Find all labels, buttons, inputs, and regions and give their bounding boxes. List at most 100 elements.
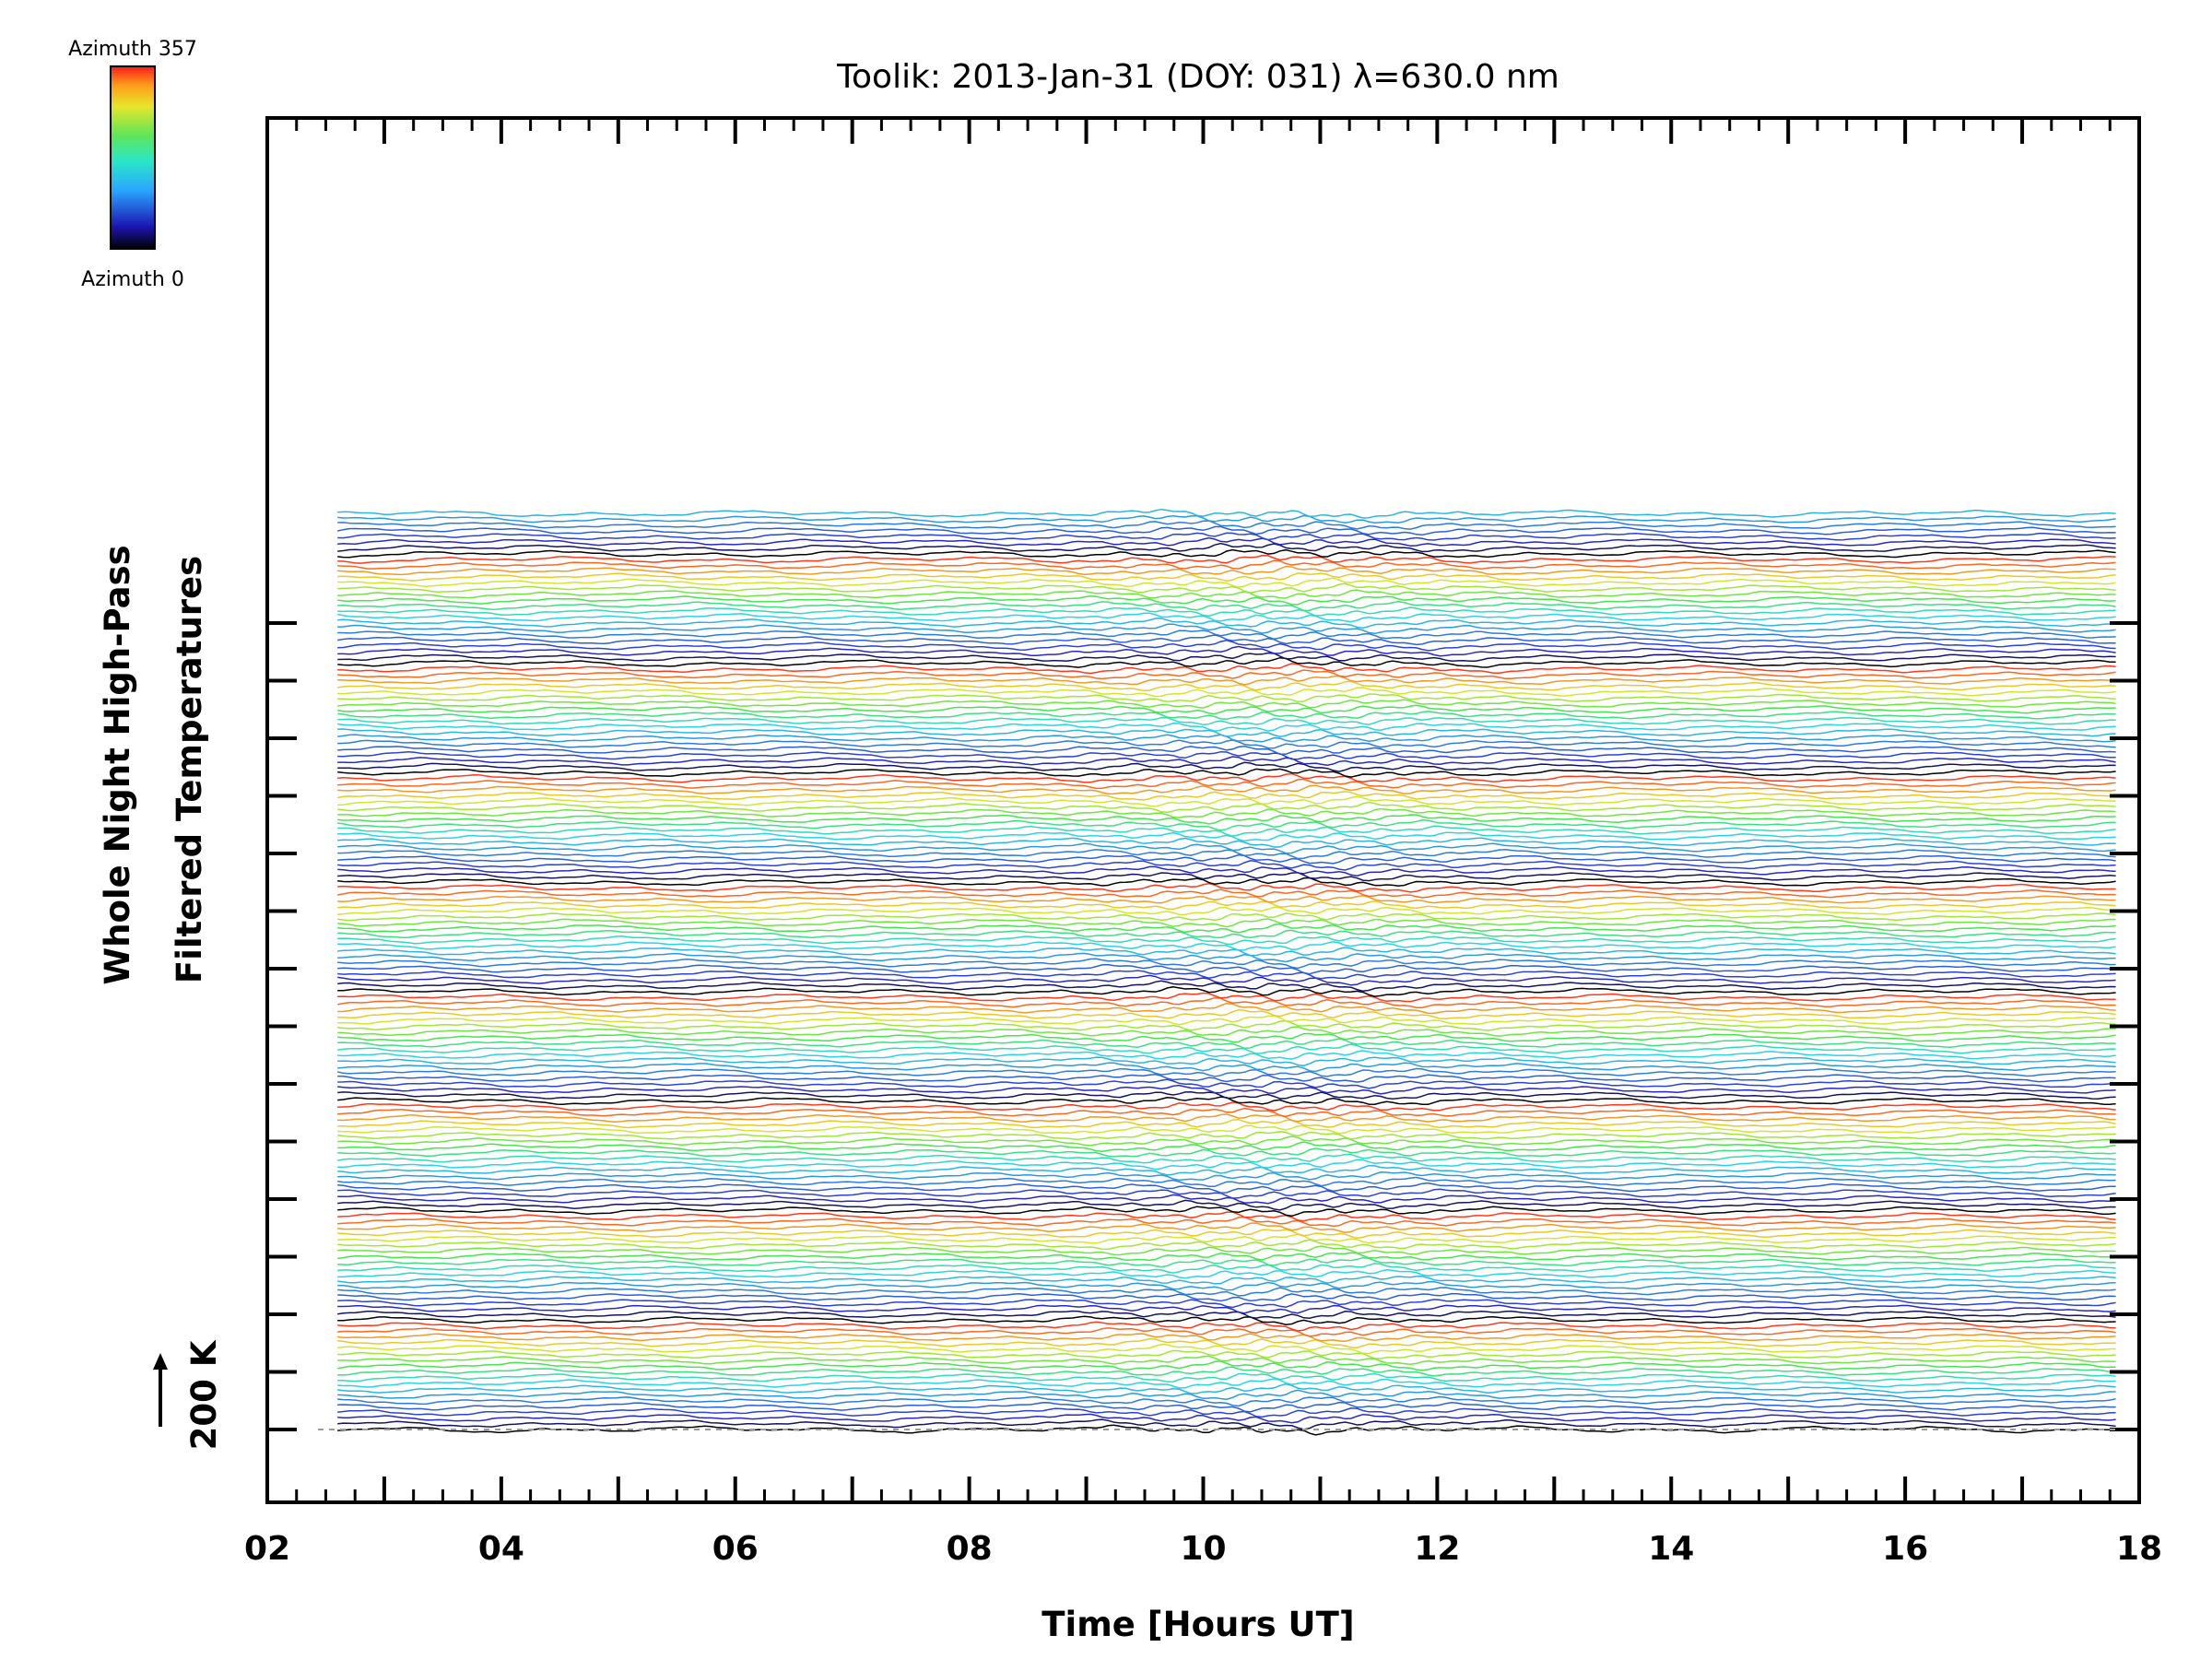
series-line [337, 1026, 2116, 1037]
series-line [337, 582, 2116, 594]
series-line [337, 958, 2116, 970]
series-line [337, 565, 2116, 576]
x-tick-label: 02 [244, 1530, 290, 1568]
series-line [337, 1407, 2116, 1418]
series-line [337, 865, 2116, 877]
series-line [337, 618, 2116, 629]
series-line [337, 1199, 2116, 1211]
series-line [337, 1107, 2116, 1118]
y-axis-label-line2: Filtered Temperatures [170, 556, 209, 983]
series-line [337, 986, 2116, 997]
series-group [337, 508, 2116, 1436]
series-line [337, 1304, 2116, 1314]
series-line [337, 848, 2116, 860]
series-line [337, 716, 2116, 726]
series-line [337, 1366, 2116, 1377]
series-line [337, 895, 2116, 904]
series-line [337, 589, 2116, 599]
series-line [337, 1153, 2116, 1164]
series-line [337, 663, 2116, 675]
series-line [337, 1206, 2116, 1218]
series-line [337, 750, 2116, 760]
series-line [337, 1188, 2116, 1199]
series-line [337, 1327, 2116, 1337]
y-axis-label-line1: Whole Night High-Pass [98, 545, 137, 984]
series-line [337, 768, 2116, 778]
series-line [337, 1378, 2116, 1389]
series-line [337, 1287, 2116, 1297]
series-line [337, 791, 2116, 801]
scale-label: 200 K [184, 1339, 224, 1450]
series-line [337, 1315, 2116, 1325]
series-line [337, 1008, 2116, 1019]
x-tick-label: 08 [947, 1530, 993, 1568]
series-line [337, 1015, 2116, 1026]
series-line [337, 675, 2116, 686]
series-line [337, 559, 2116, 571]
series-line [337, 1216, 2116, 1228]
series-line [337, 1182, 2116, 1194]
y-ticks [267, 621, 2139, 1431]
series-line [337, 572, 2116, 582]
series-line [337, 1164, 2116, 1176]
series-line [337, 1147, 2116, 1158]
series-line [337, 923, 2116, 934]
series-line [337, 514, 2116, 524]
series-line [337, 1176, 2116, 1188]
series-line [337, 656, 2116, 668]
series-line [337, 687, 2116, 698]
series-line [337, 1333, 2116, 1343]
series-line [337, 929, 2116, 939]
series-line [337, 1084, 2116, 1095]
series-line [337, 1401, 2116, 1413]
series-line [337, 1078, 2116, 1089]
series-line [337, 1043, 2116, 1054]
series-line [337, 756, 2116, 766]
series-line [337, 669, 2116, 680]
series-line [337, 1382, 2116, 1394]
series-line [337, 952, 2116, 963]
series-line [337, 680, 2116, 692]
colorbar [110, 65, 156, 250]
x-tick-label: 06 [712, 1530, 759, 1568]
series-line [337, 652, 2116, 662]
x-tick-label: 10 [1180, 1530, 1226, 1568]
x-tick-label: 04 [478, 1530, 524, 1568]
series-line [337, 882, 2116, 893]
series-line [337, 1233, 2116, 1244]
series-line [337, 1337, 2116, 1348]
series-line [337, 1424, 2116, 1436]
series-line [337, 1171, 2116, 1182]
series-line [337, 853, 2116, 865]
series-line [337, 1130, 2116, 1140]
series-line [337, 532, 2116, 541]
series-line [337, 1252, 2116, 1262]
series-line [337, 520, 2116, 530]
series-line [337, 906, 2116, 916]
series-line [337, 555, 2116, 564]
series-line [337, 1062, 2116, 1073]
series-line [337, 601, 2116, 612]
series-line [337, 842, 2116, 854]
series-line [337, 1124, 2116, 1135]
series-line [337, 1135, 2116, 1147]
x-tick-label: 14 [1648, 1530, 1694, 1568]
series-line [337, 1002, 2116, 1015]
series-line [337, 623, 2116, 635]
series-line [337, 795, 2116, 807]
series-line [337, 1395, 2116, 1407]
series-line [337, 1101, 2116, 1112]
x-axis-label: Time [Hours UT] [1041, 1605, 1354, 1644]
series-line [337, 807, 2116, 818]
series-line [337, 819, 2116, 831]
series-line [337, 1349, 2116, 1359]
series-line [337, 837, 2116, 848]
series-line [337, 935, 2116, 946]
series-line [337, 1413, 2116, 1424]
series-line [337, 577, 2116, 588]
scale-arrow-head [153, 1353, 168, 1370]
series-line [337, 947, 2116, 957]
series-line [337, 1159, 2116, 1171]
series-line [337, 825, 2116, 837]
series-line [337, 1038, 2116, 1050]
